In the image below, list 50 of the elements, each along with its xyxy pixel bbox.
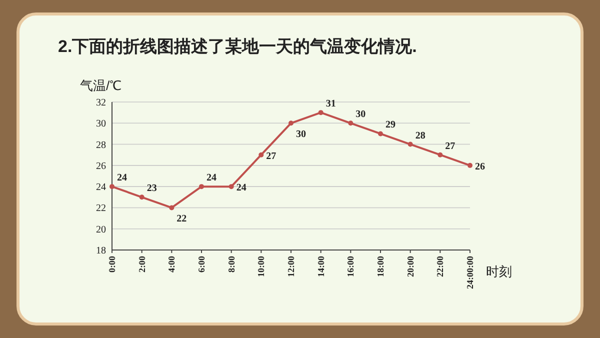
- data-label: 24: [117, 172, 127, 184]
- data-label: 31: [326, 98, 336, 110]
- x-tick-label: 4:00: [166, 256, 177, 272]
- chart-title: 2.下面的折线图描述了某地一天的气温变化情况.: [58, 37, 417, 56]
- point: [438, 152, 443, 158]
- point: [110, 184, 114, 190]
- point: [468, 162, 472, 168]
- point: [408, 142, 413, 147]
- point: [258, 152, 264, 158]
- x-tick-label: 14:00: [316, 256, 326, 277]
- x-tick-label: 8:00: [226, 256, 236, 272]
- x-tick-label: 18:00: [376, 256, 386, 277]
- data-label: 28: [415, 130, 426, 142]
- y-tick-label: 32: [96, 98, 106, 108]
- data-label: 29: [386, 120, 396, 131]
- x-tick-label: 12:00: [286, 256, 296, 277]
- point: [228, 184, 234, 190]
- data-label: 26: [475, 161, 485, 172]
- y-tick-label: 30: [96, 118, 106, 130]
- data-label: 23: [146, 183, 157, 194]
- x-tick-label: 20:00: [405, 256, 416, 277]
- data-label: 24: [206, 172, 216, 184]
- y-tick-label: 24: [96, 182, 106, 194]
- data-label: 27: [445, 140, 456, 152]
- data-label: 30: [296, 129, 306, 140]
- x-tick-label: 16:00: [346, 256, 356, 277]
- x-axis-title: 时刻: [486, 264, 512, 279]
- y-tick-label: 28: [96, 140, 106, 151]
- point: [139, 194, 144, 200]
- y-axis-title: 气温/℃: [80, 78, 122, 93]
- point: [378, 131, 383, 136]
- point: [288, 120, 294, 126]
- data-label: 22: [176, 214, 187, 225]
- x-tick-label: 0:00: [107, 256, 117, 272]
- point: [318, 110, 324, 116]
- y-tick-label: 20: [96, 224, 106, 236]
- point: [169, 205, 174, 210]
- y-tick-label: 22: [96, 203, 106, 214]
- x-tick-label: 2:00: [136, 256, 147, 272]
- x-tick-label: 24:00:00: [465, 256, 475, 289]
- x-tick-label: 10:00: [256, 256, 266, 277]
- x-tick-label: 6:00: [196, 256, 206, 272]
- data-label: 24: [236, 182, 246, 194]
- data-label: 27: [266, 150, 276, 162]
- point: [348, 120, 354, 126]
- y-tick-label: 26: [96, 160, 106, 172]
- point: [199, 184, 204, 190]
- data-label: 30: [356, 109, 366, 120]
- y-tick-label: 18: [96, 246, 106, 256]
- x-tick-label: 22:00: [435, 256, 446, 277]
